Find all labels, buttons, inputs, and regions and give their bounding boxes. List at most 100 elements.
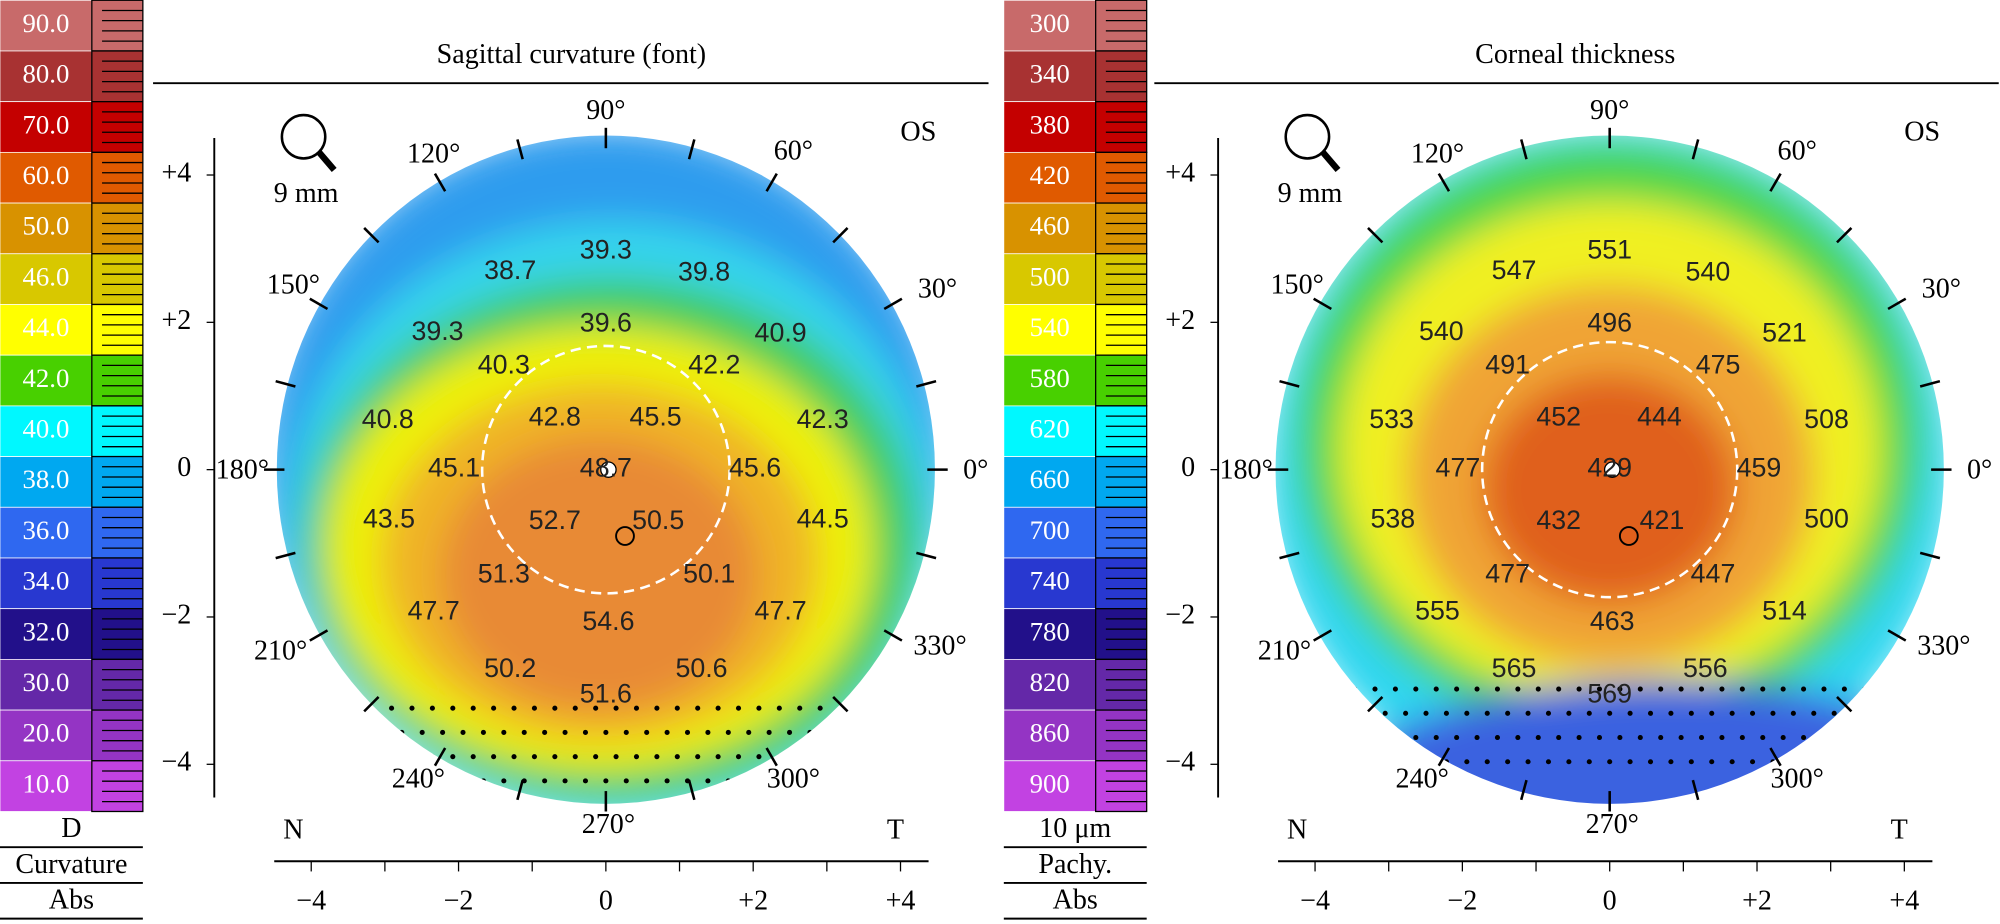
zoom-label: 9 mm [1278,178,1343,209]
map-value: 432 [1536,505,1581,535]
angle-label: 0° [1967,455,1992,486]
marker-dot [817,705,823,711]
map-value: 51.6 [580,678,632,708]
marker-dot [1454,734,1460,741]
map-value: 538 [1371,504,1416,534]
map-value: 40.8 [362,404,414,434]
rim-tick [832,696,849,713]
angle-label: 240° [1396,763,1449,794]
marker-dot [1617,734,1623,741]
marker-dot [1831,710,1837,716]
rim-tick [1919,551,1941,560]
map-value: 477 [1485,559,1530,589]
scale-cell [0,0,93,52]
marker-dot [1464,710,1470,716]
map-value: 514 [1762,596,1807,626]
angle-label: 330° [1917,631,1970,662]
map-value: 39.3 [580,235,632,265]
marker-dot [1331,686,1337,692]
scale-stripe [91,455,144,508]
rim-tick [883,629,903,642]
angle-label: 90° [1590,95,1629,126]
marker-dot [1505,710,1511,716]
marker-dot [919,705,925,711]
rim-tick [1437,747,1451,767]
scale-stripe [91,354,144,407]
nasal-label: N [1287,814,1307,845]
rim-tick [309,297,329,311]
map-value: 38.7 [484,255,536,285]
marker-dot [613,754,619,760]
marker-dot [358,778,364,784]
marker-dot [1709,759,1715,765]
marker-dot [511,705,517,711]
marker-dot [552,754,558,760]
scale-cell [0,304,93,356]
rim-tick [363,227,380,244]
y-tick-label: −2 [161,599,191,630]
marker-dot [1576,734,1582,741]
marker-dot [470,705,476,711]
map-value: 50.2 [484,653,536,683]
marker-dot [827,729,833,735]
marker-dot [1852,759,1858,765]
marker-dot [1484,710,1490,716]
map-value: 533 [1369,404,1414,434]
marker-dot [409,705,415,711]
marker-dot [1811,710,1817,716]
pupil-center [615,526,635,546]
scale-label: 80.0 [22,59,69,89]
marker-dot [705,729,711,735]
scale-cell [0,506,93,559]
map-value: 45.5 [630,402,682,432]
marker-dot [1443,710,1449,716]
marker-dot [378,778,384,784]
rim-tick [1519,139,1528,160]
marker-dot [593,705,599,711]
marker-dot [338,729,344,735]
marker-dot [1280,710,1286,716]
scale-stripe [91,608,144,661]
marker-dot [1841,686,1847,692]
apex-marker [600,461,617,478]
marker-dot [358,729,364,735]
marker-dot [1831,759,1837,765]
marker-dot [735,754,742,760]
scale-stripe [91,50,144,103]
rim-tick [516,139,524,160]
scale-stripe [91,151,144,204]
marker-dot [1413,686,1419,692]
apex-marker [1603,461,1621,478]
scale-cell [1003,50,1097,103]
marker-dot [889,729,895,735]
rim-tick [1279,551,1300,560]
marker-dot [1872,759,1878,765]
scale-stripe [1095,253,1148,306]
marker-dot [1331,734,1337,741]
marker-dot [1382,710,1388,716]
map-value: 521 [1762,318,1807,348]
map-value: 569 [1587,678,1632,708]
marker-dot [1275,686,1276,692]
angle-label: 150° [1271,270,1324,301]
scale-stripe [1095,151,1148,204]
marker-dot [1678,686,1684,692]
marker-dot [1903,686,1909,692]
marker-dot [1750,759,1756,765]
scale-stripe [1095,405,1148,458]
scale-label: 500 [1030,261,1070,291]
marker-dot [1545,759,1552,765]
scale-label: 820 [1030,667,1070,697]
scale-stripe [91,658,144,711]
marker-dot [746,729,752,735]
marker-dot [1576,686,1582,692]
marker-dot [603,778,609,784]
y-tick-label: +4 [1165,157,1195,188]
marker-dot [715,705,721,711]
map-value: 47.7 [408,596,460,626]
map-value: 42.8 [529,402,581,432]
marker-dot [1913,710,1919,716]
nasal-label: N [283,814,303,845]
scale-cell [0,405,93,457]
angle-label: 30° [1922,274,1961,305]
